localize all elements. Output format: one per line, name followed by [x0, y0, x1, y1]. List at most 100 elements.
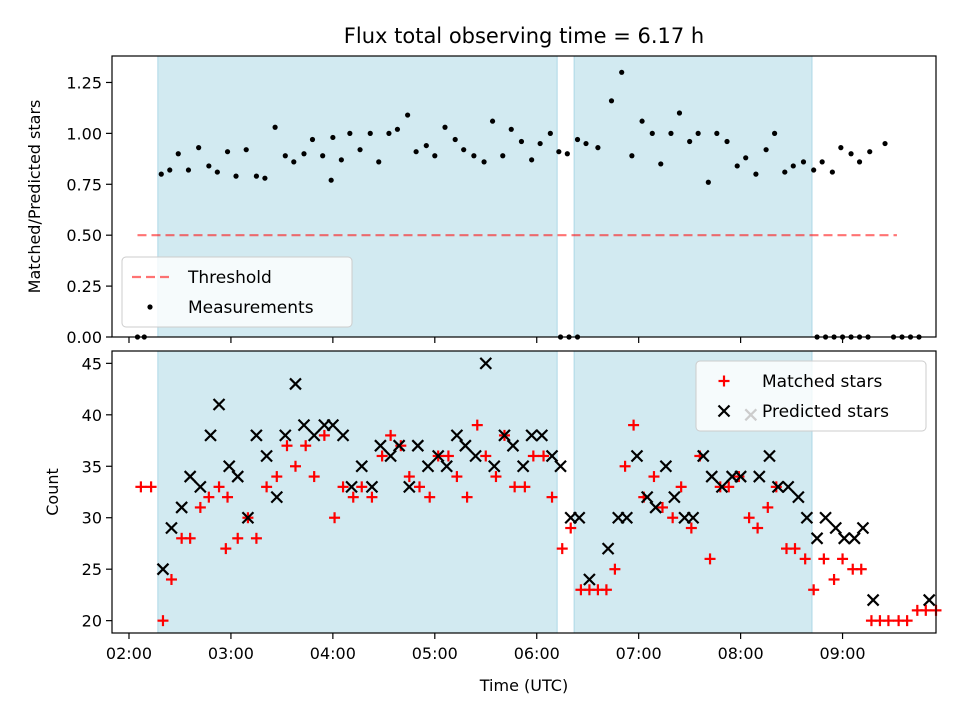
data-point — [753, 470, 766, 483]
data-point — [527, 450, 539, 462]
data-point — [529, 157, 535, 163]
data-point — [547, 130, 553, 136]
data-point — [619, 69, 625, 75]
data-point — [734, 470, 747, 483]
data-point — [866, 593, 880, 607]
top-panel: 0.00 0.25 0.50 0.75 1.00 1.25 Matched/Predicte… — [25, 55, 937, 347]
data-point — [220, 543, 232, 555]
data-point — [403, 471, 415, 483]
data-point — [781, 480, 795, 494]
data-point — [848, 151, 854, 157]
data-point — [336, 429, 350, 442]
data-point — [300, 440, 312, 452]
data-point — [366, 491, 378, 503]
data-point — [480, 450, 492, 462]
data-point — [338, 157, 344, 163]
data-point — [329, 512, 341, 524]
data-point — [479, 357, 493, 370]
data-point — [525, 429, 538, 442]
legend-label: Matched stars — [762, 372, 882, 392]
x-tick-label: 07:00 — [616, 644, 662, 663]
data-point — [695, 130, 701, 136]
data-point — [506, 439, 520, 452]
data-point — [743, 155, 749, 161]
x-axis-label: Time (UTC) — [479, 676, 568, 695]
data-point — [537, 140, 543, 147]
data-point — [347, 130, 353, 136]
data-point — [222, 491, 234, 503]
data-point — [753, 171, 759, 177]
data-point — [752, 522, 764, 534]
data-point — [714, 130, 720, 136]
data-point — [789, 543, 801, 555]
legend-swatch — [717, 404, 731, 418]
data-point — [279, 429, 292, 442]
data-point — [452, 136, 458, 143]
data-point — [792, 490, 805, 504]
data-point — [685, 522, 697, 534]
data-point — [487, 459, 501, 473]
y-axis-label: Count — [43, 468, 62, 516]
data-point — [629, 153, 635, 159]
data-point — [440, 459, 453, 473]
data-point — [241, 511, 255, 525]
data-point — [262, 175, 268, 181]
data-point — [800, 511, 814, 525]
x-tick-label: 04:00 — [310, 644, 356, 663]
x-tick-label: 05:00 — [412, 644, 458, 663]
data-point — [535, 429, 549, 442]
data-point — [355, 459, 369, 473]
data-point — [649, 130, 655, 136]
data-point — [667, 512, 679, 524]
data-point — [583, 573, 596, 586]
data-point — [687, 138, 693, 145]
data-point — [762, 501, 774, 513]
data-point — [800, 159, 807, 165]
data-point — [819, 159, 825, 165]
data-point — [659, 459, 673, 473]
data-point — [281, 440, 293, 452]
data-point — [365, 480, 379, 494]
data-point — [509, 481, 521, 493]
legend: Threshold Measurements — [121, 256, 353, 328]
data-point — [394, 126, 401, 132]
data-point — [901, 615, 913, 627]
y-tick-label: 1.00 — [66, 124, 102, 143]
data-point — [723, 481, 735, 493]
data-point — [183, 470, 197, 483]
data-point — [518, 138, 525, 145]
data-point — [608, 98, 615, 104]
data-point — [572, 511, 586, 525]
data-point — [620, 511, 634, 525]
bottom-panel: 20 25 30 35 40 45 02:00 03:00 04:00 05:00 06:00 07:… — [43, 350, 942, 663]
data-point — [374, 439, 387, 452]
series-predicted-stars — [156, 357, 936, 607]
data-point — [432, 153, 438, 159]
y-tick-label: 0.75 — [66, 175, 102, 194]
data-point — [763, 147, 769, 153]
data-point — [424, 491, 436, 503]
data-point — [461, 491, 473, 503]
data-point — [656, 501, 668, 513]
data-point — [145, 481, 157, 493]
data-point — [442, 450, 454, 462]
data-point — [471, 153, 477, 159]
data-point — [395, 440, 407, 452]
data-point — [648, 471, 660, 483]
data-point — [356, 481, 368, 493]
data-point — [214, 169, 220, 175]
data-point — [848, 532, 861, 545]
data-point — [224, 149, 231, 155]
data-point — [630, 449, 644, 463]
data-point — [260, 449, 273, 463]
y-tick-label: 45 — [82, 354, 102, 373]
data-point — [490, 471, 502, 483]
data-point — [289, 460, 301, 472]
data-point — [556, 149, 562, 155]
data-point — [799, 553, 811, 565]
data-point — [307, 429, 321, 442]
data-point — [867, 149, 873, 155]
data-point — [403, 480, 416, 494]
legend-box — [695, 360, 927, 432]
y-tick-label: 35 — [82, 457, 102, 476]
